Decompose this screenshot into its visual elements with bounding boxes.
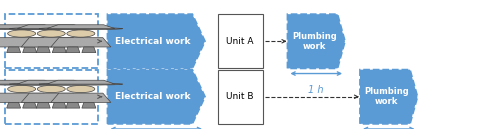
Ellipse shape (10, 83, 93, 85)
Text: Plumbing
work: Plumbing work (292, 32, 337, 51)
Ellipse shape (0, 28, 64, 30)
Polygon shape (66, 102, 80, 108)
Ellipse shape (39, 83, 122, 85)
Polygon shape (21, 38, 81, 47)
Polygon shape (52, 102, 66, 108)
Polygon shape (288, 14, 345, 68)
Text: Electrical work: Electrical work (116, 92, 191, 101)
Polygon shape (36, 47, 50, 53)
Polygon shape (51, 38, 111, 47)
Polygon shape (52, 47, 66, 53)
Polygon shape (360, 70, 418, 124)
Polygon shape (0, 93, 52, 102)
Circle shape (67, 30, 95, 37)
Polygon shape (21, 93, 81, 102)
Polygon shape (22, 47, 36, 53)
Polygon shape (82, 47, 96, 53)
Polygon shape (46, 25, 115, 29)
Polygon shape (108, 70, 205, 124)
Polygon shape (51, 93, 111, 102)
Circle shape (37, 30, 65, 37)
Bar (5, 70, 98, 124)
Polygon shape (0, 38, 52, 47)
Bar (218, 70, 262, 124)
Circle shape (8, 85, 36, 93)
Polygon shape (22, 102, 36, 108)
Text: 1 h: 1 h (308, 85, 324, 95)
Polygon shape (66, 47, 80, 53)
Text: Electrical work: Electrical work (116, 37, 191, 46)
Polygon shape (82, 102, 96, 108)
Text: Unit B: Unit B (226, 92, 254, 101)
Polygon shape (17, 25, 86, 29)
Ellipse shape (10, 28, 93, 30)
Polygon shape (17, 80, 86, 84)
Text: Unit A: Unit A (226, 37, 254, 46)
Polygon shape (6, 47, 20, 53)
Circle shape (37, 85, 65, 93)
Circle shape (67, 85, 95, 93)
Polygon shape (108, 14, 205, 68)
Ellipse shape (0, 83, 64, 85)
Polygon shape (46, 80, 115, 84)
Polygon shape (6, 102, 20, 108)
Ellipse shape (39, 28, 122, 30)
Bar (5, 14, 98, 68)
Bar (218, 14, 262, 68)
Polygon shape (36, 102, 50, 108)
Circle shape (8, 30, 36, 37)
Polygon shape (0, 25, 56, 29)
Text: Plumbing
work: Plumbing work (364, 87, 410, 106)
Polygon shape (0, 80, 56, 84)
